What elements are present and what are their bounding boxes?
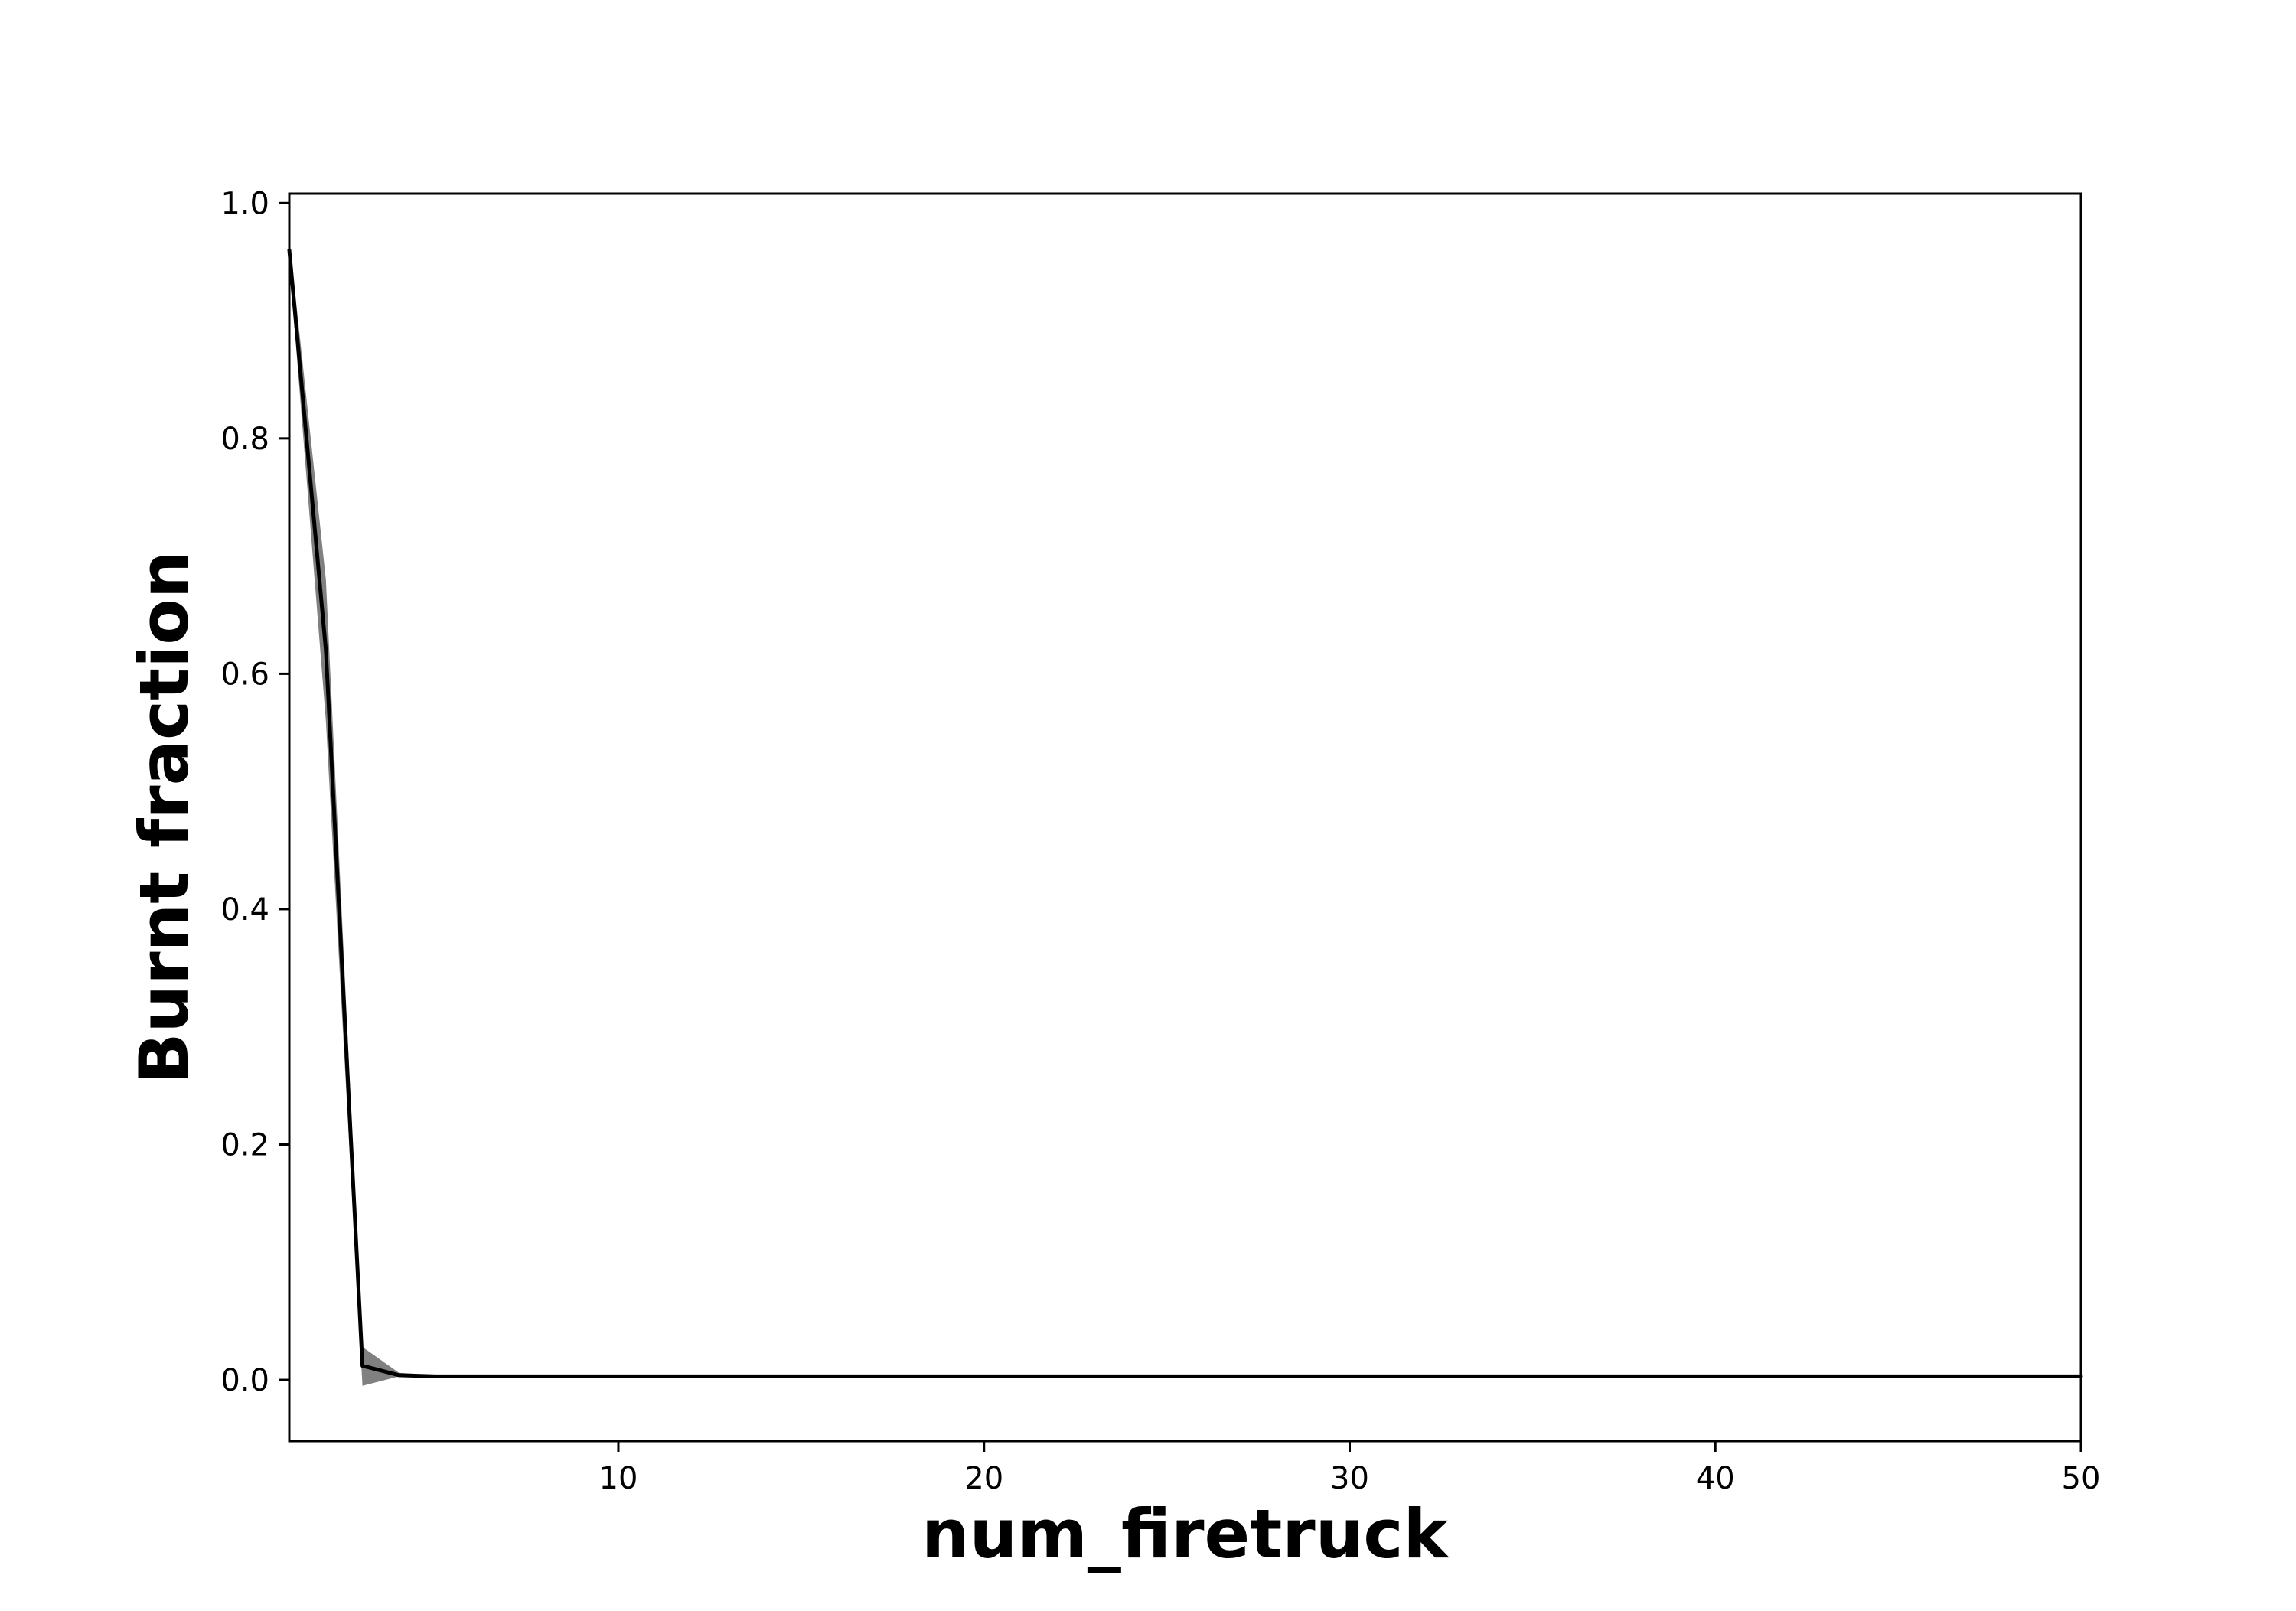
y-tick-label: 0.4 [220, 892, 269, 928]
x-tick-label: 20 [964, 1461, 1003, 1496]
x-tick-label: 40 [1696, 1461, 1735, 1496]
x-axis-label: num_firetruck [921, 1495, 1450, 1573]
y-tick-label: 1.0 [220, 186, 269, 221]
y-tick-label: 0.8 [220, 422, 269, 457]
x-tick-label: 50 [2062, 1461, 2101, 1496]
x-tick-label: 10 [599, 1461, 638, 1496]
x-tick-label: 30 [1330, 1461, 1369, 1496]
y-tick-label: 0.2 [220, 1127, 269, 1163]
y-tick-label: 0.0 [220, 1363, 269, 1398]
plot-frame [288, 192, 2082, 1443]
y-tick-label: 0.6 [220, 657, 269, 692]
x-axis-ticks: 10 20 30 40 50 [599, 1441, 2101, 1496]
series-line-0 [287, 248, 2083, 1378]
y-axis-label: Burnt fraction [125, 550, 204, 1084]
plot-area [287, 238, 2083, 1386]
y-axis-ticks: 0.0 0.2 0.4 0.6 0.8 1.0 [220, 186, 289, 1398]
